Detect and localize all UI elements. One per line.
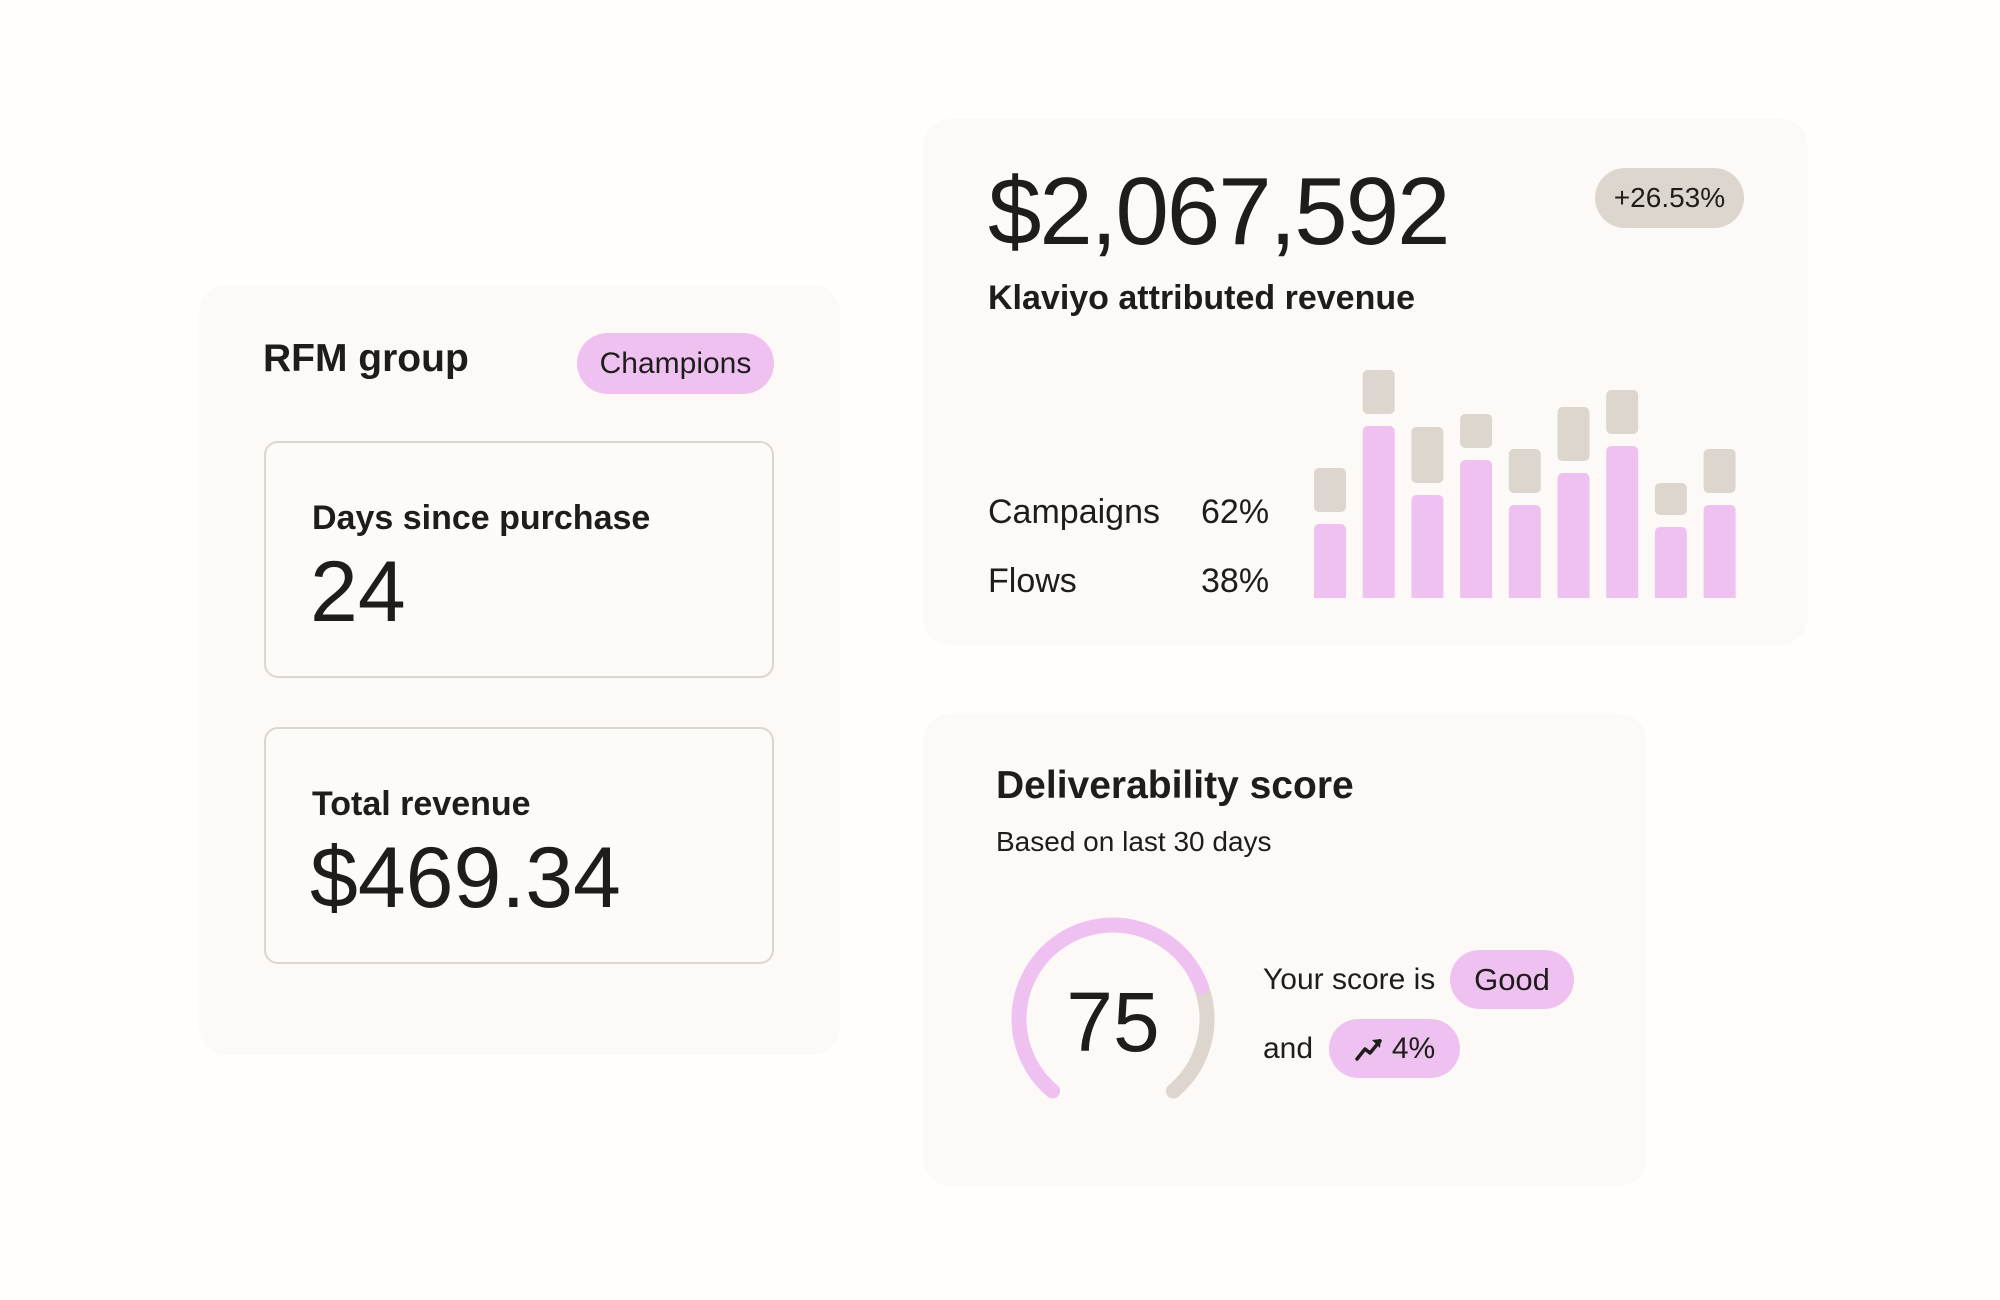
days-since-purchase-value: 24 (310, 544, 406, 640)
total-revenue-label: Total revenue (312, 785, 531, 823)
chart-baseline-mask (1303, 598, 1783, 609)
rfm-group-badge: Champions (577, 333, 774, 394)
score-gauge (1011, 917, 1215, 1099)
bar-campaigns (1557, 473, 1590, 604)
bar-flows (1411, 427, 1444, 483)
bar-campaigns (1460, 460, 1493, 604)
attributed-revenue-card: $2,067,592 +26.53% Klaviyo attributed re… (923, 119, 1808, 645)
gauge-track (1165, 979, 1215, 1099)
revenue-change-badge: +26.53% (1595, 168, 1744, 228)
attributed-revenue-amount: $2,067,592 (988, 158, 1450, 265)
bar-flows (1508, 449, 1541, 493)
bar-campaigns (1606, 446, 1639, 604)
bar-campaigns (1703, 505, 1736, 604)
legend-flows-label: Flows (988, 562, 1077, 600)
bar-flows (1606, 390, 1639, 434)
score-value: 75 (1066, 975, 1160, 1069)
gauge-fill (1011, 917, 1209, 1099)
bar-flows (1460, 414, 1493, 448)
score-trend-badge: 4% (1329, 1019, 1460, 1078)
bar-flows (1654, 483, 1687, 515)
days-since-purchase-label: Days since purchase (312, 499, 651, 537)
attributed-revenue-subtitle: Klaviyo attributed revenue (988, 279, 1416, 317)
bar-flows (1557, 407, 1590, 461)
and-text: and (1263, 1032, 1314, 1065)
legend-campaigns-value: 62% (1201, 493, 1270, 531)
bar-campaigns (1411, 495, 1444, 604)
bar-campaigns (1362, 426, 1395, 604)
bar-campaigns (1508, 505, 1541, 604)
rfm-title: RFM group (263, 337, 469, 380)
total-revenue-box: Total revenue $469.34 (264, 727, 774, 964)
trend-up-icon (1355, 1038, 1382, 1061)
trend-value: 4% (1391, 1031, 1436, 1065)
score-rating-badge: Good (1450, 950, 1574, 1009)
rfm-card: RFM group Champions Days since purchase … (199, 285, 840, 1055)
bar-flows (1362, 370, 1395, 414)
bar-flows (1703, 449, 1736, 493)
legend-campaigns-label: Campaigns (988, 493, 1160, 531)
deliverability-subtitle: Based on last 30 days (996, 826, 1272, 857)
revenue-bar-chart (1303, 370, 1783, 609)
bar-flows (1314, 468, 1346, 512)
deliverability-card: Deliverability score Based on last 30 da… (923, 714, 1647, 1186)
deliverability-title: Deliverability score (996, 764, 1354, 807)
bar-campaigns (1654, 527, 1687, 604)
days-since-purchase-box: Days since purchase 24 (264, 441, 774, 678)
score-text: Your score is (1263, 963, 1436, 996)
bar-campaigns (1314, 524, 1346, 604)
legend-flows-value: 38% (1201, 562, 1270, 600)
total-revenue-value: $469.34 (310, 830, 621, 926)
